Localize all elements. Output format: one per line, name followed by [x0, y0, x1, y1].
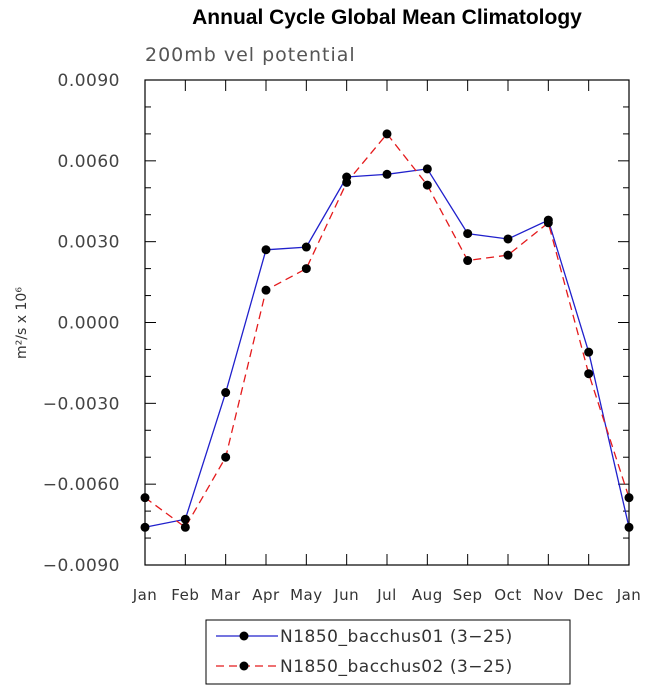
- x-tick-label: Mar: [211, 586, 241, 604]
- x-tick-label: Dec: [573, 586, 604, 604]
- series-2-point: [503, 250, 513, 260]
- series-2-point: [382, 129, 392, 139]
- x-tick-label: Aug: [412, 586, 443, 604]
- x-tick-label: Jul: [376, 586, 397, 604]
- series-1-point: [624, 522, 634, 532]
- series-line-2: [144, 132, 630, 529]
- series-2-point: [180, 522, 190, 532]
- series-1-point: [180, 514, 190, 524]
- series-layer: [140, 129, 634, 532]
- series-line-1: [144, 168, 630, 528]
- series-2-point: [543, 218, 553, 228]
- x-tick-label: Oct: [494, 586, 521, 604]
- x-tick-label: Sep: [453, 586, 483, 604]
- x-tick-labels: Jan Feb Mar Apr May Jun Jul Aug Sep Oct Nov Dec Jan: [132, 586, 642, 604]
- series-2-point: [261, 285, 271, 295]
- x-tick-label: Jun: [333, 586, 359, 604]
- series-2-point: [140, 493, 150, 503]
- legend-label-2: N1850_bacchus02 (3−25): [280, 657, 513, 677]
- series-1-point: [503, 234, 513, 244]
- x-tick-label: Apr: [252, 586, 280, 604]
- legend-marker-1: [239, 631, 249, 641]
- x-tick-label: Jan: [132, 586, 158, 604]
- y-tick-labels: 0.0090 0.0060 0.0030 0.0000 −0.0030 −0.0060 −0…: [43, 71, 120, 576]
- y-tick-label: −0.0060: [43, 475, 120, 495]
- x-tick-label: Feb: [171, 586, 199, 604]
- legend-marker-2: [239, 661, 249, 671]
- series-2-point: [342, 177, 352, 187]
- x-tick-label: Jan: [616, 586, 642, 604]
- chart-title: Annual Cycle Global Mean Climatology: [192, 6, 582, 29]
- y-tick-label: −0.0090: [43, 556, 120, 576]
- legend: N1850_bacchus01 (3−25) N1850_bacchus02 (…: [205, 619, 571, 685]
- series-1-point: [463, 229, 473, 239]
- axis-ticks: [144, 79, 630, 566]
- legend-box: [205, 619, 571, 685]
- y-axis-label: m²/s x 10⁶: [14, 287, 30, 359]
- plot-frame: [144, 79, 630, 566]
- series-2-point: [584, 369, 594, 379]
- series-1-point: [261, 245, 271, 255]
- y-tick-label: 0.0090: [58, 71, 120, 91]
- y-tick-label: 0.0000: [58, 314, 120, 334]
- chart-subtitle: 200mb vel potential: [145, 44, 356, 66]
- series-1-point: [301, 242, 311, 252]
- legend-label-1: N1850_bacchus01 (3−25): [280, 627, 513, 647]
- series-2-point: [463, 256, 473, 266]
- series-1-point: [422, 164, 432, 174]
- series-1-point: [140, 522, 150, 532]
- x-tick-label: Nov: [533, 586, 564, 604]
- series-1-point: [584, 347, 594, 357]
- series-2-point: [624, 493, 634, 503]
- x-tick-label: May: [290, 586, 323, 604]
- y-tick-label: −0.0030: [43, 394, 120, 414]
- series-2-point: [422, 180, 432, 190]
- y-tick-label: 0.0060: [58, 152, 120, 172]
- series-1-point: [221, 388, 231, 398]
- series-1-point: [382, 169, 392, 179]
- y-tick-label: 0.0030: [58, 233, 120, 253]
- series-2-point: [301, 264, 311, 274]
- series-2-point: [221, 452, 231, 462]
